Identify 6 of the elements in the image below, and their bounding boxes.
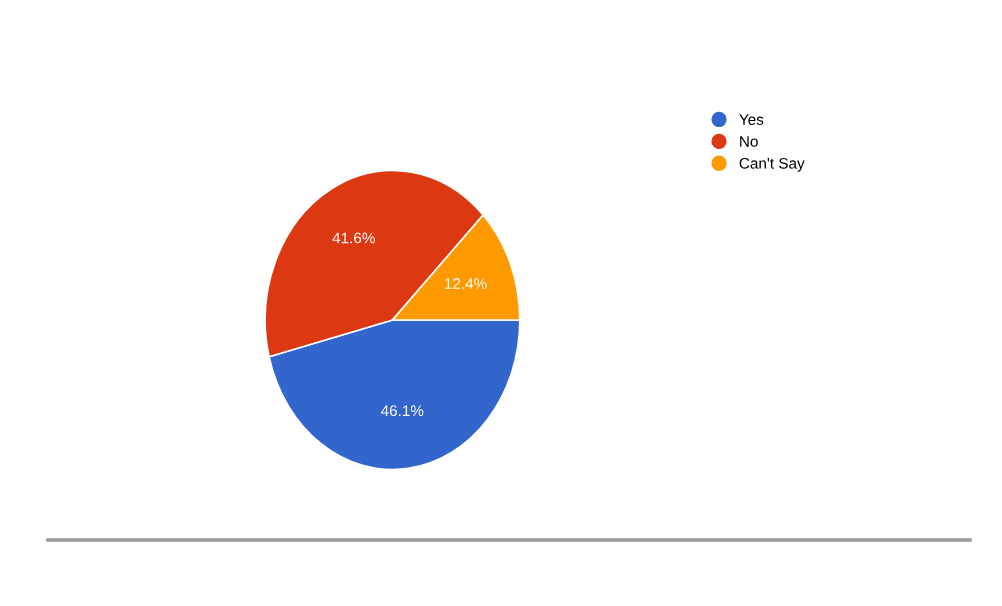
data-label: 12.4% <box>445 278 487 289</box>
legend-label: Yes <box>739 114 764 125</box>
legend-label: Can't Say <box>739 157 805 172</box>
data-label: 41.6% <box>332 232 375 244</box>
legend-label: No <box>740 136 758 147</box>
data-label: 46.1% <box>380 405 424 417</box>
